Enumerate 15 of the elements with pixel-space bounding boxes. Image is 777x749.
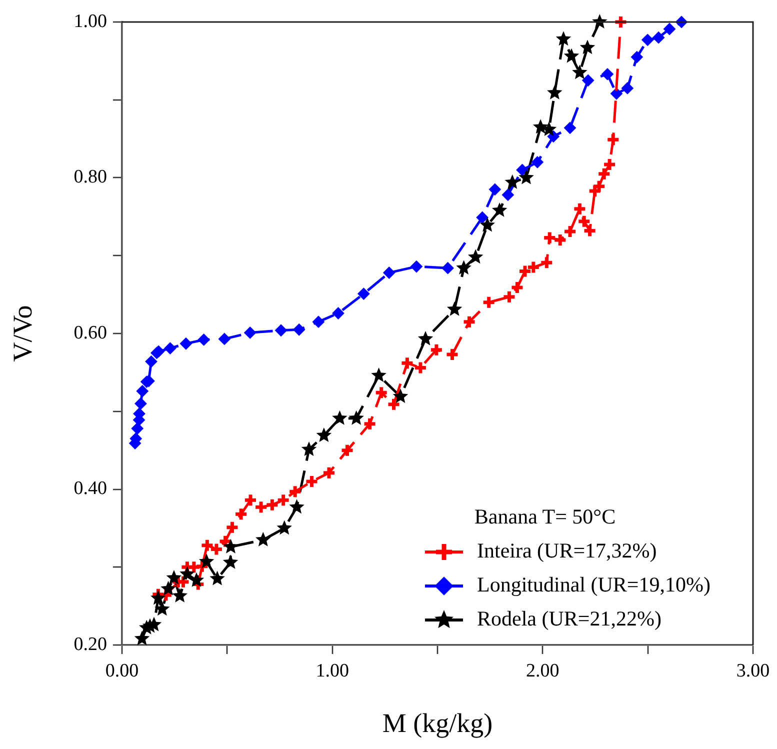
y-tick-label: 0.60 (74, 322, 107, 344)
legend-label: Longitudinal (UR=19,10%) (477, 572, 710, 597)
x-axis-title: M (kg/kg) (382, 708, 493, 738)
legend-label: Inteira (UR=17,32%) (477, 538, 657, 563)
y-tick-label: 0.20 (74, 634, 107, 655)
y-tick-label: 1.00 (74, 10, 107, 32)
y-tick-label: 0.80 (74, 166, 107, 188)
x-tick-label: 2.00 (526, 660, 560, 682)
legend-label: Rodela (UR=21,22%) (477, 606, 662, 631)
x-tick-label: 1.00 (316, 660, 349, 682)
x-tick-label: 0.00 (105, 660, 139, 682)
y-axis-title: V/Vo (7, 305, 38, 362)
y-tick-label: 0.40 (74, 478, 107, 500)
legend-title: Banana T= 50°C (474, 504, 616, 529)
x-tick-label: 3.00 (736, 660, 770, 682)
